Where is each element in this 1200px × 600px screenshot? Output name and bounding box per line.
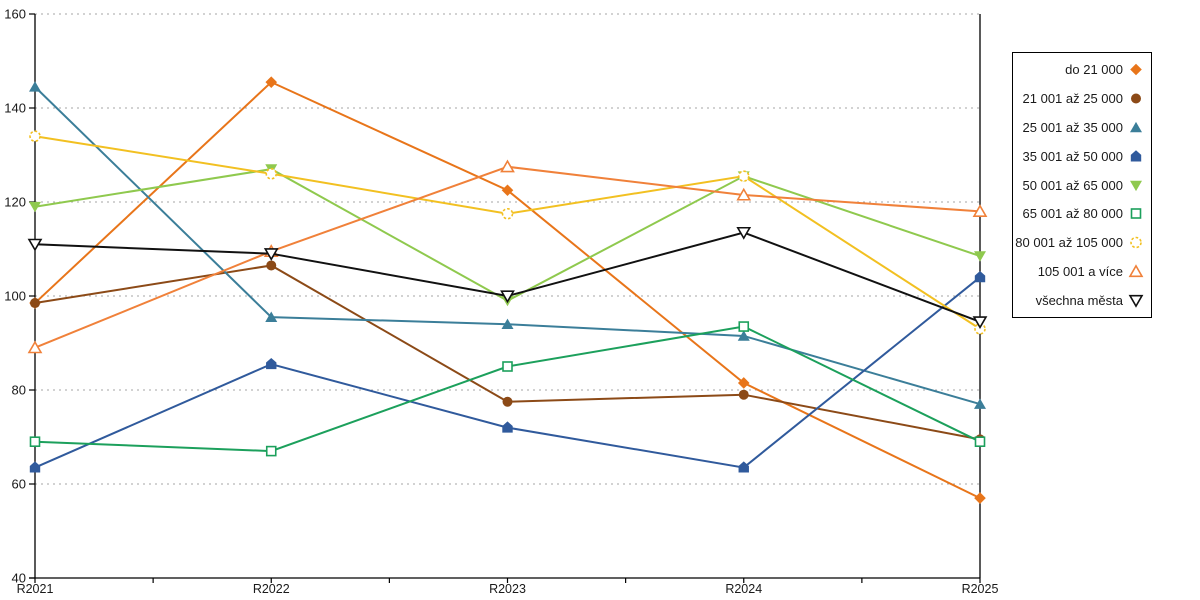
legend-marker xyxy=(1130,63,1142,76)
pentagon-filled-marker-icon xyxy=(502,421,513,433)
legend-item-label: všechna města xyxy=(1035,293,1123,308)
y-tick-label: 160 xyxy=(4,7,26,22)
circle-filled-marker-icon xyxy=(502,396,513,407)
triangle-down-open-marker-icon xyxy=(263,248,279,261)
x-tick-label: R2025 xyxy=(962,582,999,596)
series-65-001-a-80-000 xyxy=(29,321,986,457)
y-tick-label: 60 xyxy=(12,477,26,492)
diamond-filled-marker-icon xyxy=(501,184,514,197)
legend-marker xyxy=(1128,264,1144,278)
y-tick-label: 80 xyxy=(12,383,26,398)
legend-item: 25 001 až 35 000 xyxy=(1013,120,1151,135)
triangle-down-open-marker-icon xyxy=(972,316,988,330)
legend-item-label: 50 001 až 65 000 xyxy=(1022,177,1123,193)
legend-item-label: 25 001 až 35 000 xyxy=(1022,119,1123,135)
square-open-marker-icon xyxy=(29,436,41,448)
square-open-marker-icon xyxy=(265,445,277,457)
triangle-down-filled-marker-icon xyxy=(1130,180,1142,191)
triangle-up-open-marker-icon xyxy=(1128,264,1144,278)
legend-item-label: 21 001 až 25 000 xyxy=(1022,90,1123,106)
series-do-21-000 xyxy=(29,76,986,504)
circle-filled-marker-icon xyxy=(1131,93,1141,104)
pentagon-filled-marker-icon xyxy=(1130,149,1142,162)
series-80-001-a-105-000 xyxy=(29,130,986,335)
circle-open-dashed-marker-icon xyxy=(29,130,41,142)
legend-item: 105 001 a více xyxy=(1013,264,1151,279)
x-tick-label: R2023 xyxy=(489,582,526,596)
legend-item-label: 35 001 až 50 000 xyxy=(1022,148,1123,164)
triangle-down-open-marker-icon xyxy=(1128,294,1144,308)
x-tick-label: R2022 xyxy=(253,582,290,596)
y-tick-label: 120 xyxy=(4,195,26,210)
triangle-down-open-marker-icon xyxy=(736,226,752,240)
legend-item: všechna města xyxy=(1013,293,1151,308)
circle-open-dashed-marker-icon xyxy=(501,207,514,220)
pentagon-filled-marker-icon xyxy=(738,461,749,473)
square-open-marker-icon xyxy=(974,436,986,448)
square-open-marker-icon xyxy=(738,321,750,332)
circle-open-dashed-marker-icon xyxy=(737,170,750,182)
legend-item-label: 80 001 až 105 000 xyxy=(1015,235,1123,251)
y-tick-label: 100 xyxy=(4,289,26,304)
triangle-up-filled-marker-icon xyxy=(501,318,514,329)
pentagon-filled-marker-icon xyxy=(29,461,41,473)
legend-marker xyxy=(1130,180,1142,191)
series-35-001-a-50-000 xyxy=(29,271,986,473)
triangle-up-filled-marker-icon xyxy=(737,330,750,341)
diamond-filled-marker-icon xyxy=(1130,63,1142,76)
triangle-up-open-marker-icon xyxy=(736,187,752,201)
circle-filled-marker-icon xyxy=(266,260,277,271)
legend-marker xyxy=(1130,121,1142,133)
legend-marker xyxy=(1128,294,1144,308)
triangle-up-filled-marker-icon xyxy=(974,398,986,409)
diamond-filled-marker-icon xyxy=(737,377,750,389)
legend-marker xyxy=(1131,93,1141,104)
circle-open-dashed-marker-icon xyxy=(1130,236,1142,249)
triangle-up-filled-marker-icon xyxy=(29,81,41,92)
x-tick-label: R2021 xyxy=(17,582,54,596)
legend-item-label: 65 001 až 80 000 xyxy=(1022,206,1123,222)
legend-marker xyxy=(1130,236,1142,249)
diamond-filled-marker-icon xyxy=(265,76,278,88)
triangle-up-filled-marker-icon xyxy=(265,311,278,322)
square-open-marker-icon xyxy=(502,361,513,372)
legend-item: 80 001 až 105 000 xyxy=(1013,235,1151,250)
triangle-up-filled-marker-icon xyxy=(1130,121,1142,133)
circle-filled-marker-icon xyxy=(738,389,749,400)
legend-item: 50 001 až 65 000 xyxy=(1013,178,1151,193)
square-open-marker-icon xyxy=(1130,208,1142,220)
triangle-down-open-marker-icon xyxy=(27,238,43,252)
series-25-001-a-35-000 xyxy=(29,81,986,409)
x-tick-label: R2024 xyxy=(725,582,762,596)
legend-marker xyxy=(1130,149,1142,162)
triangle-down-filled-marker-icon xyxy=(29,201,41,213)
triangle-up-open-marker-icon xyxy=(27,340,43,354)
chart-legend: do 21 000 21 001 až 25 000 25 001 až 35 00… xyxy=(1012,52,1152,318)
series-21-001-a-25-000 xyxy=(30,260,985,445)
triangle-up-open-marker-icon xyxy=(500,159,515,173)
series-line xyxy=(34,231,981,323)
legend-item: 35 001 až 50 000 xyxy=(1013,149,1151,164)
legend-item-label: 105 001 a více xyxy=(1037,264,1123,280)
y-tick-label: 40 xyxy=(12,571,26,586)
legend-marker xyxy=(1130,208,1142,220)
triangle-down-open-marker-icon xyxy=(500,290,515,304)
diamond-filled-marker-icon xyxy=(974,492,986,504)
triangle-up-open-marker-icon xyxy=(972,204,988,217)
circle-open-dashed-marker-icon xyxy=(265,168,278,180)
series-v-echna-m-sta xyxy=(27,226,988,330)
series-line xyxy=(34,86,981,406)
legend-item-label: do 21 000 xyxy=(1065,62,1123,77)
legend-item: 65 001 až 80 000 xyxy=(1013,206,1151,221)
circle-filled-marker-icon xyxy=(30,298,40,309)
legend-item: 21 001 až 25 000 xyxy=(1013,91,1151,106)
triangle-down-filled-marker-icon xyxy=(974,251,986,262)
y-tick-label: 140 xyxy=(4,101,26,116)
legend-item: do 21 000 xyxy=(1013,62,1151,77)
pentagon-filled-marker-icon xyxy=(974,271,986,283)
pentagon-filled-marker-icon xyxy=(266,357,277,370)
